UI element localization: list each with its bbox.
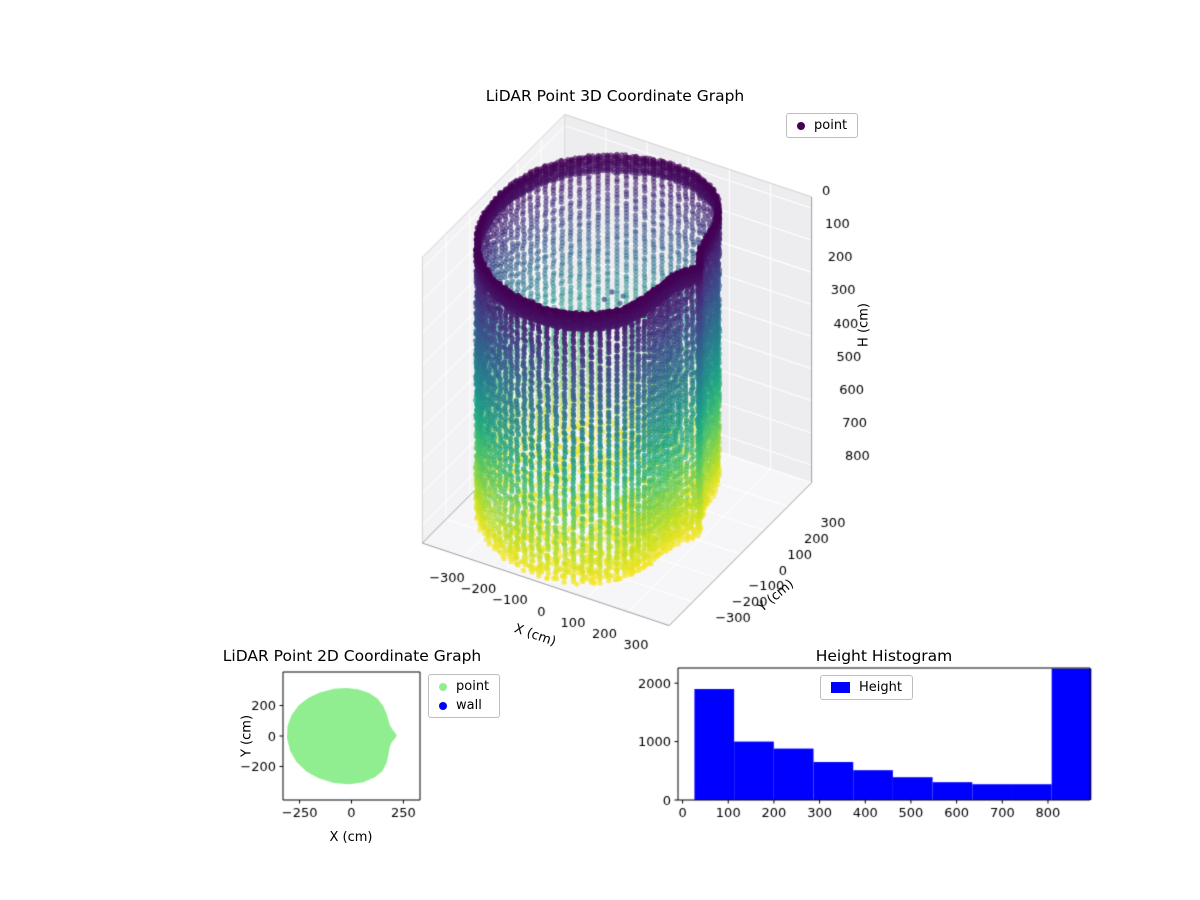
legend-3d: point bbox=[786, 113, 859, 138]
wall-marker-icon bbox=[439, 701, 447, 710]
legend-label: Height bbox=[859, 680, 902, 695]
height-bar-swatch-icon bbox=[831, 682, 850, 693]
point-marker-icon bbox=[797, 121, 805, 130]
legend-label: wall bbox=[456, 698, 482, 713]
histogram-title: Height Histogram bbox=[815, 647, 953, 665]
chart-2d-title: LiDAR Point 2D Coordinate Graph bbox=[222, 647, 482, 665]
legend-histogram: Height bbox=[820, 675, 913, 700]
legend-item-point-2d: point bbox=[439, 679, 489, 694]
axis-label-2d-y: Y (cm) bbox=[239, 714, 255, 758]
chart-3d-title: LiDAR Point 3D Coordinate Graph bbox=[485, 87, 745, 105]
legend-label: point bbox=[814, 118, 848, 133]
legend-item-point-3d: point bbox=[797, 118, 847, 133]
legend-2d: point wall bbox=[428, 674, 501, 718]
point-marker-icon bbox=[439, 682, 447, 691]
legend-item-height: Height bbox=[831, 680, 902, 695]
axis-label-3d-z: H (cm) bbox=[856, 303, 872, 347]
legend-label: point bbox=[456, 679, 490, 694]
axis-label-2d-x: X (cm) bbox=[329, 830, 373, 845]
legend-item-wall-2d: wall bbox=[439, 698, 489, 713]
